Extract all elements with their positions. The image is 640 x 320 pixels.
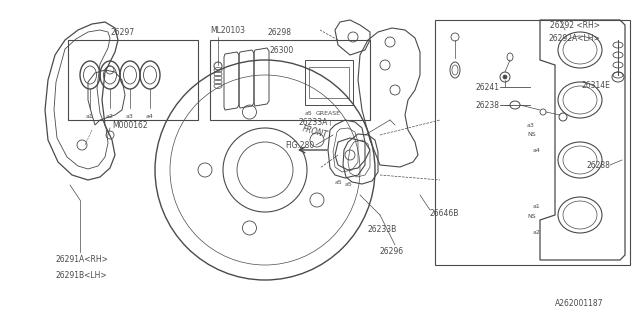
Text: a5: a5 bbox=[335, 180, 343, 185]
Text: 26241: 26241 bbox=[476, 83, 500, 92]
Text: 26292 <RH>: 26292 <RH> bbox=[550, 20, 600, 29]
Text: NS: NS bbox=[527, 132, 536, 137]
Text: 26233A: 26233A bbox=[299, 117, 328, 126]
Text: 26288: 26288 bbox=[586, 161, 610, 170]
Text: ML20103: ML20103 bbox=[210, 26, 245, 35]
Bar bbox=[435, 20, 630, 265]
Text: 26298: 26298 bbox=[268, 28, 292, 36]
Bar bbox=[68, 40, 198, 120]
Text: a4: a4 bbox=[533, 148, 541, 153]
Ellipse shape bbox=[503, 75, 507, 79]
Text: a3: a3 bbox=[126, 114, 134, 118]
Text: 26292A<LH>: 26292A<LH> bbox=[548, 34, 600, 43]
Text: FRONT: FRONT bbox=[301, 124, 329, 140]
Text: a1: a1 bbox=[533, 204, 541, 210]
Text: FIG.280: FIG.280 bbox=[285, 140, 315, 149]
Text: 26297: 26297 bbox=[111, 28, 135, 36]
Text: a3: a3 bbox=[527, 123, 535, 127]
Text: 26238: 26238 bbox=[476, 100, 500, 109]
Text: a5: a5 bbox=[305, 110, 313, 116]
Text: 26233B: 26233B bbox=[368, 226, 397, 235]
Bar bbox=[309, 67, 349, 98]
Text: NS: NS bbox=[527, 213, 536, 219]
Text: 26646B: 26646B bbox=[430, 209, 460, 218]
Text: M000162: M000162 bbox=[112, 121, 148, 130]
Text: 26296: 26296 bbox=[380, 247, 404, 257]
Text: 26314E: 26314E bbox=[581, 81, 610, 90]
Bar bbox=[210, 40, 370, 120]
Text: a5: a5 bbox=[345, 181, 353, 187]
Text: a2: a2 bbox=[106, 114, 114, 118]
Bar bbox=[305, 60, 353, 105]
Text: A262001187: A262001187 bbox=[555, 300, 604, 308]
Text: a2: a2 bbox=[533, 229, 541, 235]
Text: a1: a1 bbox=[86, 114, 93, 118]
Text: GREASE: GREASE bbox=[316, 110, 341, 116]
Text: a4: a4 bbox=[146, 114, 154, 118]
Text: 26291A<RH>: 26291A<RH> bbox=[55, 255, 108, 265]
Text: 26291B<LH>: 26291B<LH> bbox=[55, 270, 107, 279]
Text: 26300: 26300 bbox=[270, 45, 294, 54]
